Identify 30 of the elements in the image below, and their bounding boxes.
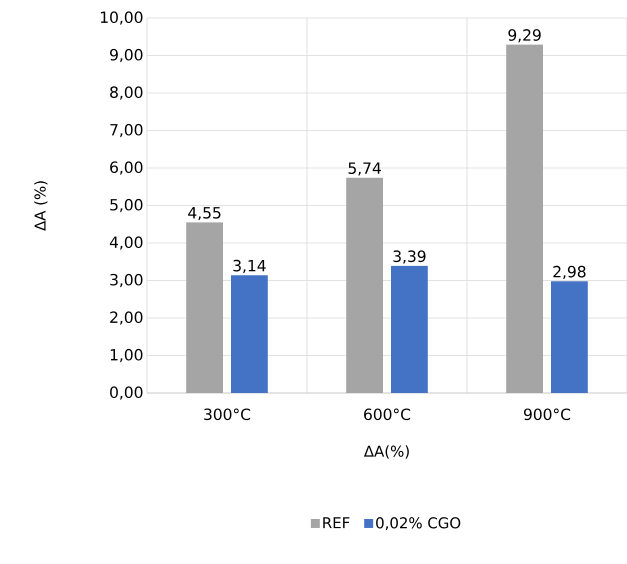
y-tick-label: 9,00: [110, 48, 142, 62]
y-tick-label: 10,00: [100, 11, 142, 25]
data-label: 3,39: [393, 250, 426, 264]
bar: [551, 281, 588, 393]
data-label: 3,14: [233, 260, 266, 274]
y-tick-label: 6,00: [110, 161, 142, 175]
data-label: 9,29: [508, 29, 541, 42]
y-tick-label: 3,00: [110, 274, 142, 288]
x-tick-label: 900°C: [524, 408, 570, 420]
bar: [506, 44, 544, 393]
legend-label: REF: [323, 517, 350, 528]
x-axis-title: ΔA(%): [364, 445, 409, 459]
bar: [231, 275, 268, 393]
bar: [186, 222, 223, 393]
data-label: 2,98: [553, 266, 586, 280]
bar: [346, 178, 384, 393]
y-tick-label: 2,00: [110, 311, 142, 325]
x-tick-label: 300°C: [204, 408, 250, 420]
y-axis-title: ΔA (%): [34, 181, 48, 231]
bar: [391, 266, 428, 393]
y-tick-label: 5,00: [110, 198, 142, 212]
y-tick-label: 1,00: [110, 348, 142, 362]
y-tick-label: 4,00: [110, 236, 142, 250]
data-label: 4,55: [188, 207, 220, 220]
x-tick-label: 600°C: [364, 408, 410, 420]
legend-label: 0,02% CGO: [376, 517, 460, 530]
data-label: 5,74: [348, 162, 381, 176]
y-tick-label: 7,00: [110, 124, 142, 138]
y-tick-label: 0,00: [110, 386, 142, 400]
y-tick-label: 8,00: [110, 86, 142, 100]
